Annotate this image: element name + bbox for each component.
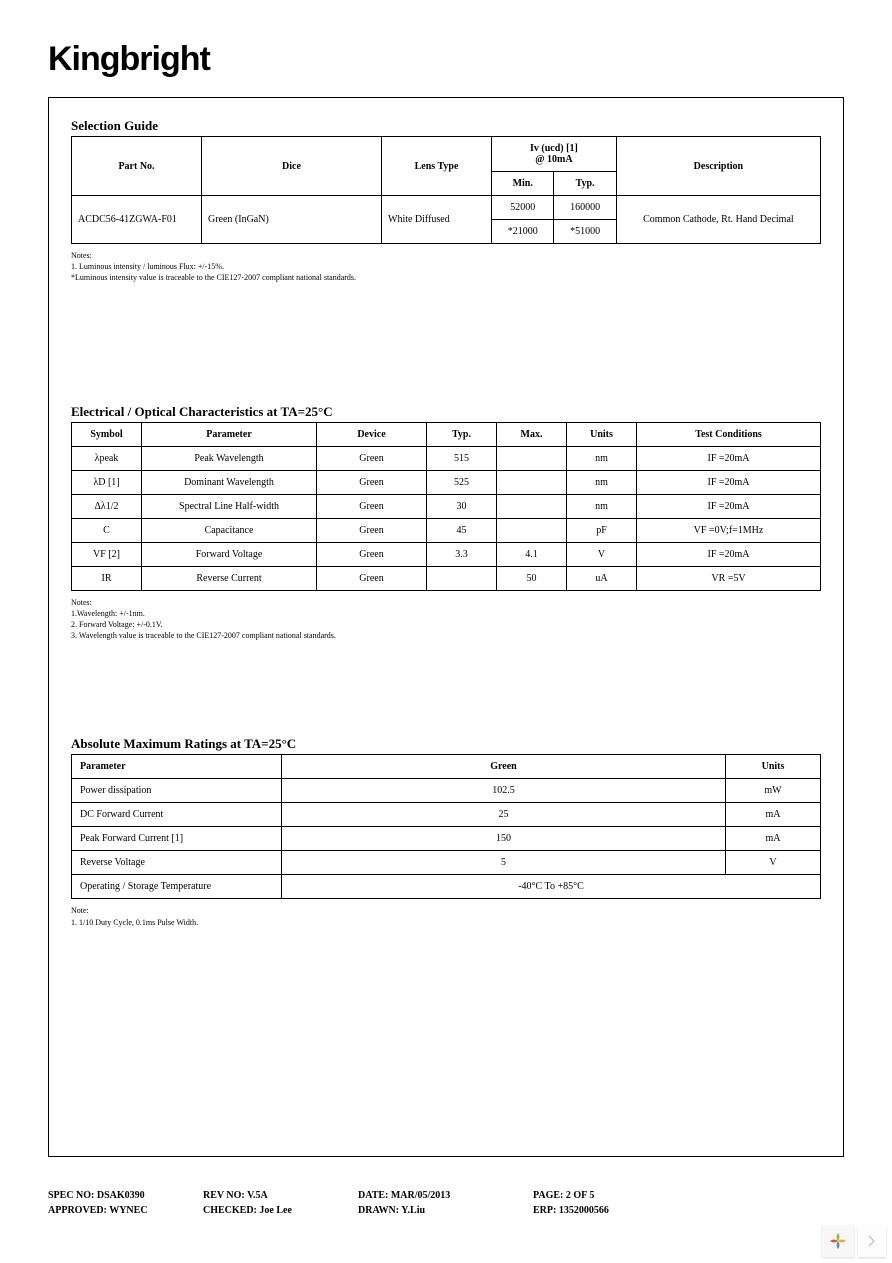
- footer-spec: SPEC NO: DSAK0390: [48, 1190, 203, 1201]
- cell-min1: 52000: [492, 196, 554, 220]
- cell-lens: White Diffused: [382, 196, 492, 244]
- table-row: CCapacitanceGreen45pFVF =0V;f=1MHz: [72, 518, 821, 542]
- table-header-row: Parameter Green Units: [72, 755, 821, 779]
- col-min: Min.: [492, 172, 554, 196]
- table-row: DC Forward Current25mA: [72, 803, 821, 827]
- electrical-table: Symbol Parameter Device Typ. Max. Units …: [71, 422, 821, 591]
- col-dice: Dice: [202, 137, 382, 196]
- footer-rev: REV NO: V.5A: [203, 1190, 358, 1201]
- table-header-row: Symbol Parameter Device Typ. Max. Units …: [72, 422, 821, 446]
- cell-typ1: 160000: [554, 196, 616, 220]
- selection-guide-table: Part No. Dice Lens Type Iv (ucd) [1] @ 1…: [71, 136, 821, 244]
- viewer-logo-icon[interactable]: [822, 1225, 854, 1257]
- col-part-no: Part No.: [72, 137, 202, 196]
- table-row: IRReverse CurrentGreen50uAVR =5V: [72, 566, 821, 590]
- col-typ: Typ.: [554, 172, 616, 196]
- table-row: λpeakPeak WavelengthGreen515nmIF =20mA: [72, 446, 821, 470]
- viewer-nav: [822, 1225, 886, 1257]
- cell-desc: Common Cathode, Rt. Hand Decimal: [616, 196, 820, 244]
- next-page-button[interactable]: [858, 1225, 886, 1257]
- table-row: λD [1]Dominant WavelengthGreen525nmIF =2…: [72, 470, 821, 494]
- cell-dice: Green (InGaN): [202, 196, 382, 244]
- table-row: Δλ1/2Spectral Line Half-widthGreen30nmIF…: [72, 494, 821, 518]
- cell-typ2: *51000: [554, 220, 616, 244]
- selection-notes: Notes: 1. Luminous intensity / luminous …: [71, 250, 821, 284]
- col-iv: Iv (ucd) [1] @ 10mA: [492, 137, 617, 172]
- brand-logo: Kingbright: [48, 40, 844, 79]
- table-row: Power dissipation102.5mW: [72, 779, 821, 803]
- electrical-title: Electrical / Optical Characteristics at …: [71, 404, 821, 420]
- selection-guide-title: Selection Guide: [71, 118, 821, 134]
- cell-min2: *21000: [492, 220, 554, 244]
- footer-page: PAGE: 2 OF 5: [533, 1190, 688, 1201]
- page-footer: SPEC NO: DSAK0390 REV NO: V.5A DATE: MAR…: [48, 1190, 844, 1220]
- maximum-title: Absolute Maximum Ratings at TA=25°C: [71, 736, 821, 752]
- footer-drawn: DRAWN: Y.Liu: [358, 1205, 533, 1216]
- table-row: Peak Forward Current [1]150mA: [72, 827, 821, 851]
- col-desc: Description: [616, 137, 820, 196]
- footer-date: DATE: MAR/05/2013: [358, 1190, 533, 1201]
- footer-checked: CHECKED: Joe Lee: [203, 1205, 358, 1216]
- table-row: Reverse Voltage5V: [72, 851, 821, 875]
- maximum-notes: Note: 1. 1/10 Duty Cycle, 0.1ms Pulse Wi…: [71, 905, 821, 927]
- footer-approved: APPROVED: WYNEC: [48, 1205, 203, 1216]
- footer-erp: ERP: 1352000566: [533, 1205, 688, 1216]
- content-frame: Selection Guide Part No. Dice Lens Type …: [48, 97, 844, 1157]
- table-row: Operating / Storage Temperature-40°C To …: [72, 875, 821, 899]
- maximum-table: Parameter Green Units Power dissipation1…: [71, 754, 821, 899]
- electrical-notes: Notes: 1.Wavelength: +/-1nm. 2. Forward …: [71, 597, 821, 642]
- cell-part-no: ACDC56-41ZGWA-F01: [72, 196, 202, 244]
- col-lens: Lens Type: [382, 137, 492, 196]
- table-row: VF [2]Forward VoltageGreen3.34.1VIF =20m…: [72, 542, 821, 566]
